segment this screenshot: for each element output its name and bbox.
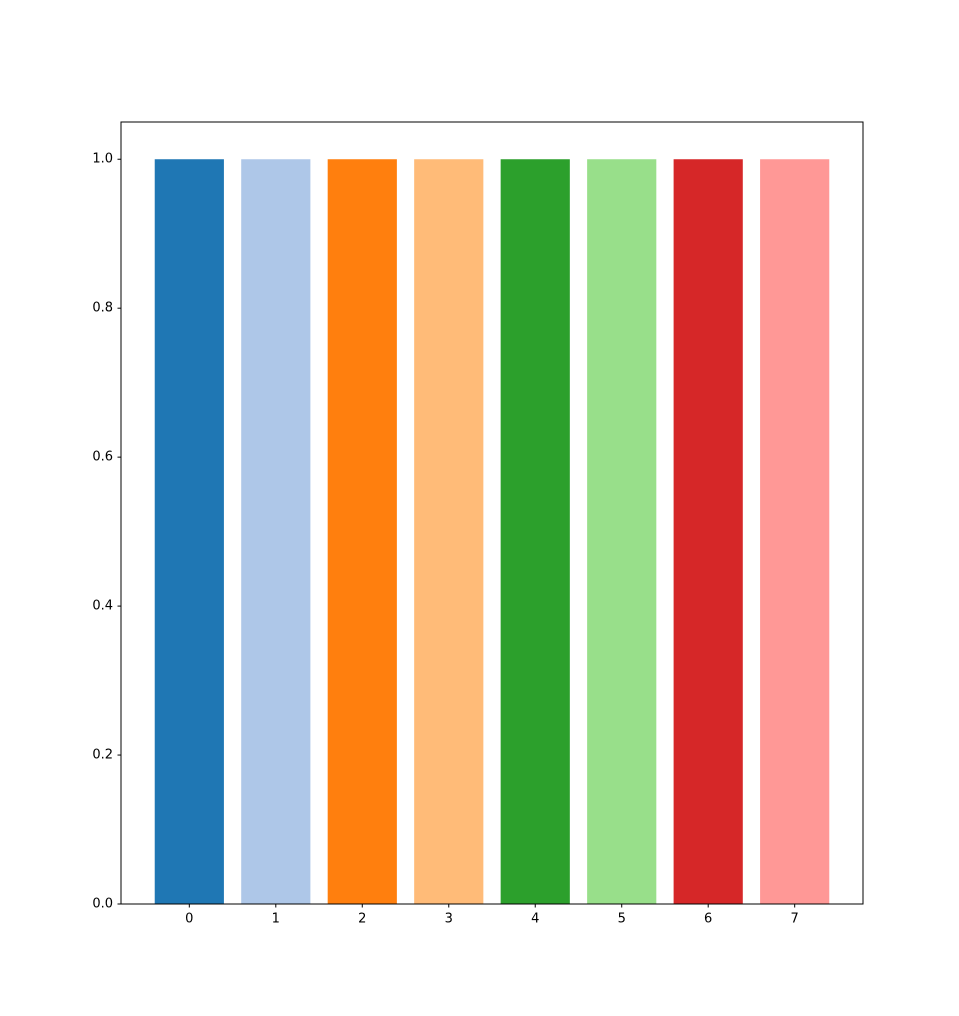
y-tick-label: 1.0	[92, 152, 113, 167]
x-tick-label: 5	[618, 912, 626, 927]
x-tick-label: 6	[704, 912, 712, 927]
bar	[760, 159, 830, 904]
bar	[587, 159, 657, 904]
bar	[327, 159, 397, 904]
plot-frame	[120, 121, 864, 905]
bar	[500, 159, 570, 904]
bar	[414, 159, 484, 904]
x-tick-label: 7	[791, 912, 799, 927]
y-tick-label: 0.4	[92, 599, 113, 614]
x-tick-label: 2	[358, 912, 366, 927]
x-tick-label: 3	[445, 912, 453, 927]
y-tick-label: 0.6	[92, 450, 113, 465]
x-tick-label: 4	[531, 912, 539, 927]
y-tick-label: 0.8	[92, 301, 113, 316]
bar	[241, 159, 311, 904]
y-tick-label: 0.2	[92, 748, 113, 763]
x-tick-label: 0	[185, 912, 193, 927]
bar	[154, 159, 224, 904]
bar	[673, 159, 743, 904]
x-tick-label: 1	[272, 912, 280, 927]
y-tick-label: 0.0	[92, 897, 113, 912]
